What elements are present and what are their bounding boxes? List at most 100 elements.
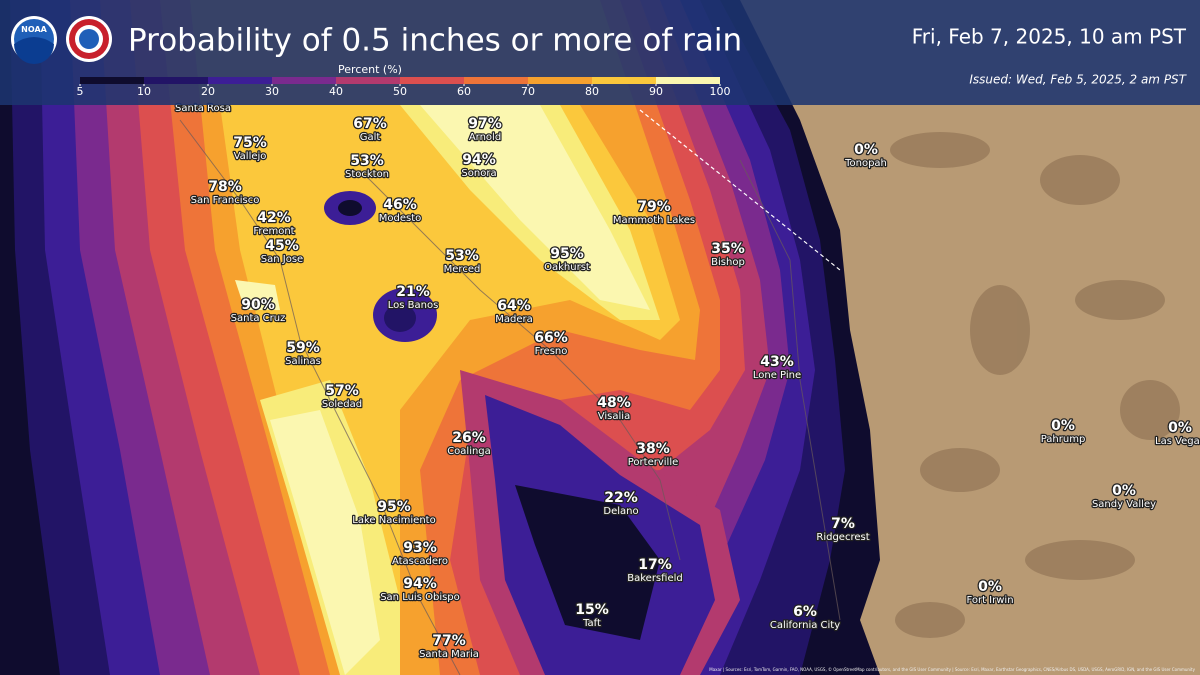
city-percent: 17% [638,557,672,573]
city-name: Merced [444,264,481,275]
legend-tick-label: 5 [77,85,84,98]
city-name: Mammoth Lakes [613,215,695,226]
city-name: Bakersfield [627,573,682,584]
city-percent: 46% [383,197,417,213]
header-bar [0,0,1200,105]
city-name: Modesto [379,213,422,224]
city-percent: 38% [636,441,670,457]
city-name: Taft [582,618,601,629]
legend-swatch [656,77,720,84]
legend-swatch [80,77,144,84]
city-percent: 66% [534,330,568,346]
city-name: Las Vegas [1155,436,1200,447]
city-name: California City [770,620,840,631]
city-percent: 48% [597,395,631,411]
nws-logo [66,16,112,62]
city-percent: 94% [403,576,437,592]
city-name: Stockton [345,169,389,180]
legend-tick-label: 80 [585,85,599,98]
city-percent: 64% [497,298,531,314]
city-name: Vallejo [234,151,267,162]
title: Probability of 0.5 inches or more of rai… [128,23,742,59]
city-name: San Jose [261,254,303,265]
city-percent: 22% [604,490,638,506]
legend-swatch [592,77,656,84]
city-percent: 0% [1112,483,1136,499]
city-percent: 93% [403,540,437,556]
city-percent: 0% [978,579,1002,595]
legend-tick-label: 20 [201,85,215,98]
boundaries [179,119,841,675]
city-name: Los Banos [388,300,439,311]
city-name: Atascadero [392,556,448,567]
city-percent: 21% [396,284,430,300]
city-name: Sandy Valley [1092,499,1156,510]
city-labels: 75%Vallejo 67%Galt 97%Arnold 53%Stockton 94%… [174,102,1200,662]
city-percent: 35% [711,241,745,257]
desert-texture [890,132,1180,638]
city-percent: 43% [760,354,794,370]
legend-swatch [400,77,464,84]
legend-tick-label: 10 [137,85,151,98]
city-percent: 97% [468,116,502,132]
city-percent: 67% [353,116,387,132]
legend-tick-label: 90 [649,85,663,98]
state-border [639,109,841,271]
city-name: Fresno [535,346,568,357]
city-name: Arnold [469,132,501,143]
legend-tick-label: 70 [521,85,535,98]
city-name: Lake Nacimiento [352,515,435,526]
attribution: Maxar | Sources: Esri, TomTom, Garmin, F… [709,667,1195,672]
city-percent: 94% [462,152,496,168]
legend-title: Percent (%) [338,63,402,76]
city-name: Salinas [285,356,321,367]
city-percent: 53% [350,153,384,169]
city-name: Lone Pine [753,370,801,381]
city-name: Santa Cruz [231,313,286,324]
legend-tick-label: 100 [710,85,731,98]
city-name: San Francisco [191,195,260,206]
city-name: Santa Maria [419,649,479,660]
city-percent: 15% [575,602,609,618]
city-percent: 78% [208,179,242,195]
city-name: Galt [360,132,381,143]
legend-swatch [144,77,208,84]
city-name: Porterville [628,457,679,468]
city-percent: 57% [325,383,359,399]
city-name: Fremont [253,226,294,237]
city-percent: 6% [793,604,817,620]
city-name: Coalinga [447,446,491,457]
city-percent: 26% [452,430,486,446]
city-name: Pahrump [1041,434,1086,445]
city-percent: 7% [831,516,855,532]
legend-swatch [464,77,528,84]
legend-swatch [336,77,400,84]
city-name: Madera [495,314,533,325]
city-percent: 77% [432,633,466,649]
city-name: Delano [603,506,638,517]
city-name: Oakhurst [544,262,590,273]
city-percent: 0% [1168,420,1192,436]
city-percent: 59% [286,340,320,356]
legend-swatch [272,77,336,84]
city-name: Visalia [598,411,630,422]
city-percent: 0% [854,142,878,158]
legend: 5 10 20 30 40 50 60 70 80 90 100 [77,77,731,98]
city-name: Sonora [461,168,496,179]
issued-time: Issued: Wed, Feb 5, 2025, 2 am PST [969,73,1187,87]
city-percent: 75% [233,135,267,151]
city-percent: 95% [550,246,584,262]
city-percent: 79% [637,199,671,215]
legend-tick-label: 60 [457,85,471,98]
legend-tick-label: 50 [393,85,407,98]
city-percent: 45% [265,238,299,254]
probability-bands [0,0,880,675]
city-name: Tonopah [844,158,887,169]
legend-swatch [528,77,592,84]
legend-tick-label: 30 [265,85,279,98]
city-name: Bishop [711,257,745,268]
city-percent: 0% [1051,418,1075,434]
city-name: Fort Irwin [966,595,1013,606]
city-name: San Luis Obispo [380,592,460,603]
